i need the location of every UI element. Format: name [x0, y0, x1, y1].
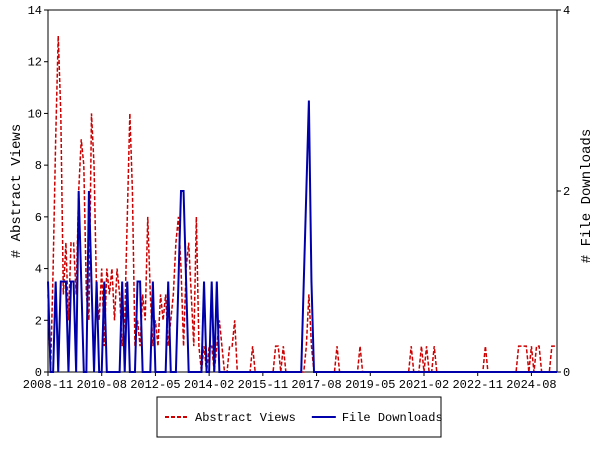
- x-tick-label: 2019-05: [345, 378, 395, 392]
- y-tick-label: 10: [28, 107, 42, 121]
- x-tick-label: 2015-11: [238, 378, 288, 392]
- x-tick-label: 2008-11: [23, 378, 73, 392]
- x-tick-label: 2012-05: [130, 378, 180, 392]
- x-tick-label: 2014-02: [184, 378, 234, 392]
- y2-tick-label: 2: [563, 185, 570, 199]
- y-tick-label: 2: [35, 314, 42, 328]
- y-axis-label: # Abstract Views: [9, 124, 25, 258]
- y2-tick-label: 0: [563, 366, 570, 380]
- y2-tick-label: 4: [563, 4, 570, 18]
- x-tick-label: 2010-08: [77, 378, 127, 392]
- series-line: [47, 100, 557, 373]
- x-tick-label: 2021-02: [399, 378, 449, 392]
- y-tick-label: 4: [35, 263, 42, 277]
- x-tick-label: 2022-11: [452, 378, 502, 392]
- x-tick-label: 2024-08: [506, 378, 556, 392]
- series-line: [47, 35, 557, 373]
- y-tick-label: 12: [28, 56, 42, 70]
- y-tick-label: 8: [35, 159, 42, 173]
- legend-label: Abstract Views: [195, 411, 296, 425]
- y-tick-label: 14: [28, 4, 42, 18]
- y-tick-label: 0: [35, 366, 42, 380]
- x-tick-label: 2017-08: [291, 378, 341, 392]
- y2-axis-label: # File Downloads: [579, 129, 595, 263]
- legend-box: [156, 396, 442, 438]
- y-tick-label: 6: [35, 211, 42, 225]
- legend-label: File Downloads: [342, 411, 443, 425]
